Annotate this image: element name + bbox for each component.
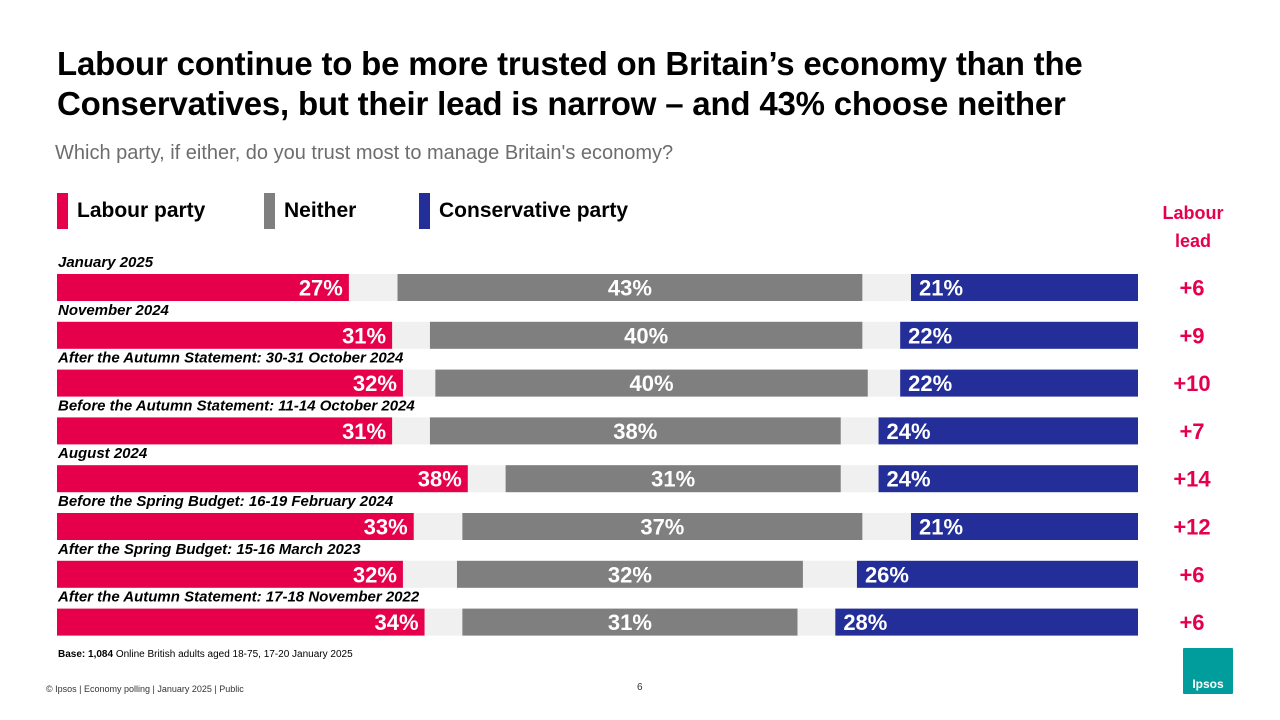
bar-label-labour: 34% [374,610,418,635]
bar-neither [429,417,841,445]
ipsos-logo: Ipsos [1183,648,1233,694]
bar-label-conservative: 21% [919,276,963,301]
bar-label-labour: 32% [353,371,397,396]
bar-label-neither: 37% [640,515,684,540]
bar-conservative [878,465,1138,493]
labour-lead-header: Labour lead [1150,199,1236,255]
page-title: Labour continue to be more trusted on Br… [57,45,1083,122]
legend-label-conservative: Conservative party [439,199,629,222]
base-note-bold: Base: 1,084 [58,649,114,660]
bar-labour [57,321,393,349]
period-label: August 2024 [57,445,148,462]
labour-lead-value: +9 [1179,323,1204,348]
bar-labour [57,369,403,397]
legend-item-neither: Neither [264,193,356,229]
labour-lead-value: +14 [1173,467,1211,492]
labour-lead-value: +6 [1179,276,1204,301]
bar-conservative [910,274,1138,301]
question-subtitle: Which party, if either, do you trust mos… [55,142,674,164]
ipsos-logo-text: Ipsos [1192,677,1224,691]
legend-item-labour: Labour party [57,193,205,229]
bar-label-conservative: 28% [843,610,887,635]
bar-labour [57,608,425,636]
bar-label-conservative: 21% [919,515,963,540]
bar-neither [435,369,868,397]
bar-label-neither: 31% [608,610,652,635]
bar-label-conservative: 22% [908,323,952,348]
bar-label-neither: 31% [651,467,695,492]
footer-text: © Ipsos | Economy polling | January 2025… [46,684,244,694]
bar-conservative [856,560,1138,588]
bar-label-labour: 38% [418,467,462,492]
period-label: After the Autumn Statement: 30-31 Octobe… [57,350,404,367]
bar-conservative [910,513,1138,540]
legend-swatch-neither [264,193,275,229]
bar-label-neither: 43% [608,276,652,301]
legend-label-neither: Neither [284,199,357,222]
labour-lead-header-line1: Labour [1162,203,1224,223]
bar-neither [397,274,863,301]
base-note-text: Online British adults aged 18-75, 17-20 … [113,649,353,660]
bar-label-neither: 40% [630,371,674,396]
bar-neither [462,608,798,636]
bar-neither [462,513,863,540]
legend-swatch-labour [57,193,68,229]
period-label: After the Autumn Statement: 17-18 Novemb… [57,589,420,606]
bar-neither [429,321,863,349]
period-label: Before the Spring Budget: 16-19 February… [58,493,394,510]
bar-labour [57,417,393,445]
bar-label-labour: 27% [299,276,343,301]
period-label: After the Spring Budget: 15-16 March 202… [57,541,361,558]
labour-lead-value: +6 [1179,562,1204,587]
page-number: 6 [637,682,643,693]
bar-label-labour: 31% [342,419,386,444]
labour-lead-value: +12 [1173,515,1210,540]
bar-labour [57,465,468,493]
bar-neither [505,465,841,493]
bar-label-conservative: 24% [887,419,931,444]
bar-label-neither: 32% [608,562,652,587]
bar-conservative [900,369,1138,397]
bar-label-conservative: 24% [887,467,931,492]
period-label: Before the Autumn Statement: 11-14 Octob… [58,397,415,414]
base-note: Base: 1,084 Online British adults aged 1… [58,649,353,660]
legend-swatch-conservative [419,193,430,229]
bar-label-neither: 40% [624,323,668,348]
bar-label-labour: 33% [364,515,408,540]
labour-lead-value: +7 [1179,419,1204,444]
bar-labour [57,560,403,588]
period-label: January 2025 [58,254,154,271]
legend-item-conservative: Conservative party [419,193,628,229]
bar-conservative [878,417,1138,445]
legend-label-labour: Labour party [77,199,206,222]
bar-label-conservative: 22% [908,371,952,396]
period-label: November 2024 [58,302,170,319]
bar-neither [456,560,803,588]
labour-lead-value: +6 [1179,610,1204,635]
bar-conservative [900,321,1138,349]
labour-lead-value: +10 [1173,371,1210,396]
bar-label-labour: 32% [353,562,397,587]
bar-labour [57,274,349,301]
bar-label-conservative: 26% [865,562,909,587]
labour-lead-header-line2: lead [1174,231,1212,251]
bar-label-labour: 31% [342,323,386,348]
bar-labour [57,513,414,540]
bar-conservative [835,608,1138,636]
bar-label-neither: 38% [613,419,657,444]
